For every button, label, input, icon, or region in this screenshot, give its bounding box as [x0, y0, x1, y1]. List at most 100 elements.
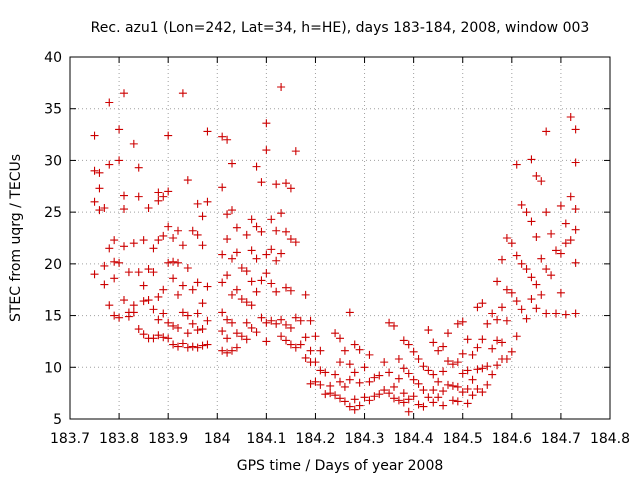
data-point	[385, 318, 394, 327]
data-point	[399, 398, 408, 407]
data-point	[174, 342, 182, 351]
data-point	[232, 248, 241, 257]
data-point	[267, 245, 276, 254]
data-point	[414, 355, 423, 364]
data-point	[286, 340, 295, 349]
data-point	[193, 343, 202, 352]
data-point	[444, 357, 452, 366]
data-point	[444, 380, 452, 389]
data-point	[174, 226, 182, 235]
data-point	[444, 329, 452, 338]
data-point	[291, 343, 300, 352]
data-point	[483, 362, 492, 371]
x-tick-label: 184	[204, 431, 231, 447]
data-point	[257, 227, 266, 236]
data-point	[483, 380, 492, 389]
data-point	[129, 139, 138, 148]
data-point	[537, 254, 546, 263]
data-point	[571, 225, 580, 234]
data-point	[311, 377, 320, 386]
data-point	[232, 329, 241, 338]
data-point	[193, 278, 202, 287]
data-point	[561, 219, 570, 228]
data-point	[286, 286, 295, 295]
data-point	[345, 360, 354, 369]
data-point	[188, 285, 197, 294]
data-point	[291, 147, 300, 156]
data-point	[522, 265, 531, 274]
data-point	[105, 301, 114, 310]
data-point	[336, 394, 344, 403]
data-point	[237, 263, 246, 272]
data-point	[139, 330, 148, 339]
data-point	[517, 259, 526, 268]
data-point	[478, 364, 487, 373]
y-tick-label: 15	[44, 309, 62, 325]
data-point	[262, 269, 271, 278]
data-point	[272, 256, 281, 265]
x-tick-label: 184.1	[246, 431, 286, 447]
data-point	[552, 246, 560, 255]
data-point	[419, 402, 428, 411]
data-point	[134, 192, 143, 201]
data-point	[473, 385, 482, 394]
data-point	[390, 321, 398, 330]
data-point	[228, 346, 236, 355]
data-point	[360, 363, 369, 372]
data-point	[301, 290, 310, 299]
data-point	[218, 132, 227, 141]
data-point	[144, 265, 153, 274]
data-point	[105, 98, 114, 107]
data-point	[434, 377, 443, 386]
x-tick-label: 184.7	[541, 431, 581, 447]
data-point	[247, 215, 256, 224]
data-point	[169, 257, 178, 266]
data-point	[561, 239, 570, 248]
data-point	[134, 325, 143, 334]
data-point	[453, 319, 462, 328]
data-point	[439, 401, 448, 410]
data-point	[571, 205, 580, 214]
x-tick-label: 184.6	[492, 431, 532, 447]
chart-title: Rec. azu1 (Lon=242, Lat=34, h=HE), days …	[91, 20, 590, 36]
data-point	[493, 277, 502, 286]
data-point	[458, 369, 467, 378]
data-point	[365, 350, 374, 359]
data-point	[218, 250, 227, 259]
x-tick-label: 184.2	[295, 431, 335, 447]
data-point	[237, 295, 246, 304]
data-point	[409, 347, 418, 356]
data-point	[193, 199, 202, 208]
data-point	[419, 386, 428, 395]
data-point	[120, 89, 128, 98]
data-point	[139, 281, 148, 290]
data-point	[178, 339, 187, 348]
data-point	[129, 301, 138, 310]
data-point	[174, 323, 182, 332]
data-point	[571, 258, 580, 267]
data-point	[242, 267, 251, 276]
data-point	[100, 204, 109, 213]
data-point	[262, 250, 271, 259]
data-point	[115, 156, 124, 165]
data-point	[350, 340, 359, 349]
data-point	[527, 295, 536, 304]
data-point	[532, 232, 541, 241]
data-point	[542, 265, 551, 274]
data-point	[390, 382, 398, 391]
data-point	[316, 366, 325, 375]
axis-ticks: 183.7 183.8 183.9 184 184.1 184.2 184.3 184.4 18…	[44, 50, 630, 447]
data-point	[394, 374, 403, 383]
data-point	[198, 325, 207, 334]
data-point	[164, 334, 173, 343]
data-point	[556, 201, 565, 210]
data-point	[272, 180, 281, 189]
data-point	[473, 343, 482, 352]
data-point	[355, 401, 364, 410]
data-point	[105, 160, 114, 169]
x-tick-label: 183.7	[50, 431, 90, 447]
data-point	[169, 234, 178, 242]
x-tick-label: 184.4	[394, 431, 434, 447]
data-point	[139, 236, 148, 245]
